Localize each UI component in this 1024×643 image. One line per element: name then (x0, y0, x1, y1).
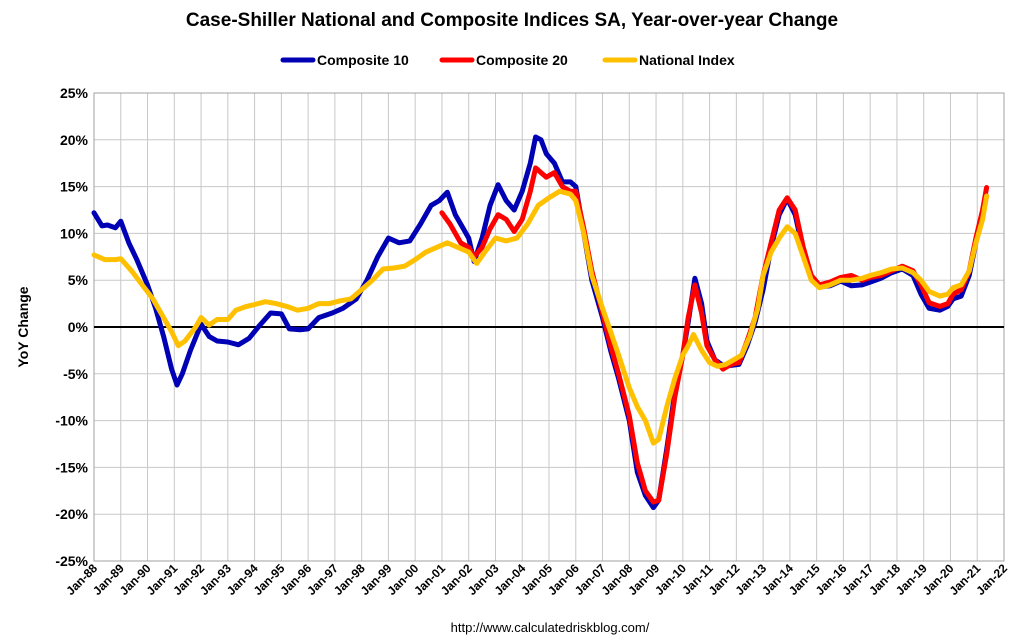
y-tick-label: 0% (68, 319, 89, 335)
series-layer (91, 134, 990, 511)
y-tick-label: 10% (60, 225, 89, 241)
y-axis: 25% 20% 15% 10% 5% 0% -5% -10% -15% -20% -25% (55, 85, 88, 569)
y-tick-label: -20% (55, 506, 88, 522)
y-tick-label: 25% (60, 85, 89, 101)
x-axis: Jan-88Jan-89Jan-90Jan-91Jan-92Jan-93Jan-… (63, 561, 1010, 598)
series-line-composite-20 (439, 165, 990, 505)
legend-label: Composite 20 (476, 52, 568, 68)
legend-label: Composite 10 (317, 52, 409, 68)
series-line-national-index (91, 188, 990, 446)
y-axis-label: YoY Change (15, 286, 31, 367)
y-tick-label: -15% (55, 459, 88, 475)
y-tick-label: 20% (60, 132, 89, 148)
legend-label: National Index (639, 52, 735, 68)
y-tick-label: -10% (55, 413, 88, 429)
legend: Composite 10 Composite 20 National Index (280, 52, 735, 68)
y-tick-label: 15% (60, 179, 89, 195)
y-tick-label: -5% (63, 366, 88, 382)
y-tick-label: -25% (55, 553, 88, 569)
source-url: http://www.calculatedriskblog.com/ (451, 620, 650, 635)
x-tick-label: Jan-22 (973, 561, 1010, 598)
chart-title: Case-Shiller National and Composite Indi… (186, 10, 838, 31)
y-tick-label: 5% (68, 272, 89, 288)
